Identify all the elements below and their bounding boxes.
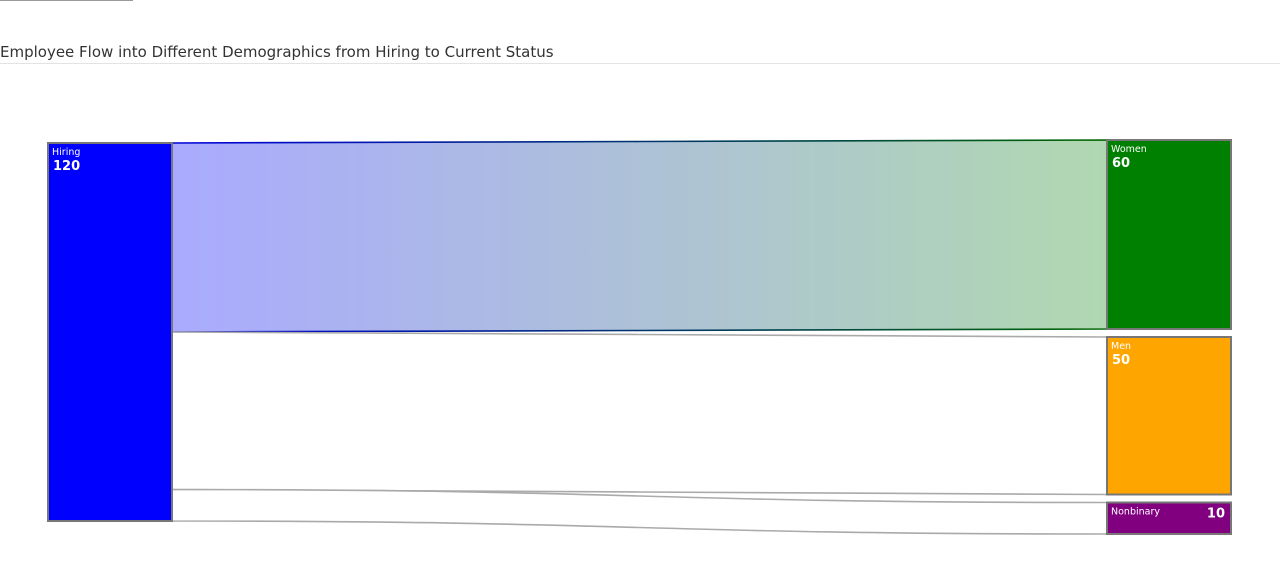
link-hiring-women[interactable] (171, 139, 1108, 333)
node-women-label: Women (1111, 144, 1147, 155)
node-nonbinary[interactable]: Nonbinary 10 (1106, 501, 1232, 535)
link-hiring-nonbinary[interactable] (171, 488, 1108, 535)
node-hiring-value: 120 (53, 159, 80, 174)
node-nonbinary-value: 10 (1207, 507, 1225, 522)
top-tab-indicator (0, 0, 133, 1)
node-hiring-bar[interactable] (47, 142, 173, 522)
node-nonbinary-label: Nonbinary (1111, 507, 1160, 518)
chart-title: Employee Flow into Different Demographic… (0, 43, 554, 61)
node-men-label: Men (1111, 341, 1131, 352)
link-hiring-men[interactable] (171, 331, 1108, 496)
node-men-bar[interactable] (1106, 336, 1232, 496)
node-women-value: 60 (1112, 156, 1130, 171)
node-nonbinary-bar[interactable] (1106, 501, 1232, 535)
node-men-value: 50 (1112, 353, 1130, 368)
node-women-bar[interactable] (1106, 139, 1232, 330)
node-hiring-label: Hiring (52, 147, 80, 158)
title-divider (0, 63, 1280, 64)
